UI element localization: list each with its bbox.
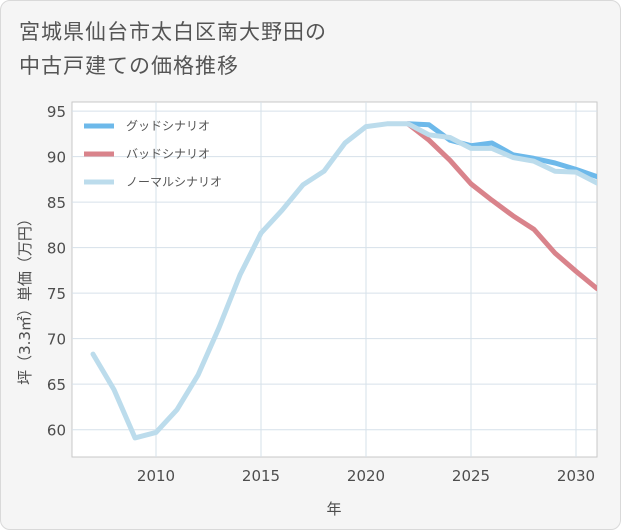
x-tick-labels: 2010 2015 2020 2025 2030 xyxy=(137,467,595,485)
series-line-1 xyxy=(405,121,597,180)
y-tick-label: 95 xyxy=(47,103,66,121)
y-tick-label: 90 xyxy=(47,149,66,167)
x-tick-label: 2020 xyxy=(347,467,385,485)
series-line-2 xyxy=(405,121,597,292)
series-lines xyxy=(90,121,597,441)
x-tick-label: 2025 xyxy=(452,467,490,485)
x-tick-label: 2030 xyxy=(557,467,595,485)
x-tick-label: 2015 xyxy=(242,467,280,485)
series-line-3 xyxy=(90,121,597,441)
y-tick-label: 70 xyxy=(47,331,66,349)
x-tick-label: 2010 xyxy=(137,467,175,485)
y-axis-label: 坪（3.3㎡）単価（万円） xyxy=(16,211,34,385)
legend-label: グッドシナリオ xyxy=(126,119,210,133)
y-tick-label: 60 xyxy=(47,422,66,440)
y-tick-label: 80 xyxy=(47,240,66,258)
y-tick-labels: 60 65 70 75 80 85 90 95 xyxy=(47,103,66,440)
y-tick-label: 65 xyxy=(47,376,66,394)
y-tick-label: 75 xyxy=(47,285,66,303)
legend-label: ノーマルシナリオ xyxy=(126,175,222,189)
x-axis-label: 年 xyxy=(326,500,341,518)
chart-title: 宮城県仙台市太白区南大野田の 中古戸建ての価格推移 xyxy=(19,20,327,78)
legend-label: バッドシナリオ xyxy=(126,147,210,161)
y-tick-label: 85 xyxy=(47,194,66,212)
